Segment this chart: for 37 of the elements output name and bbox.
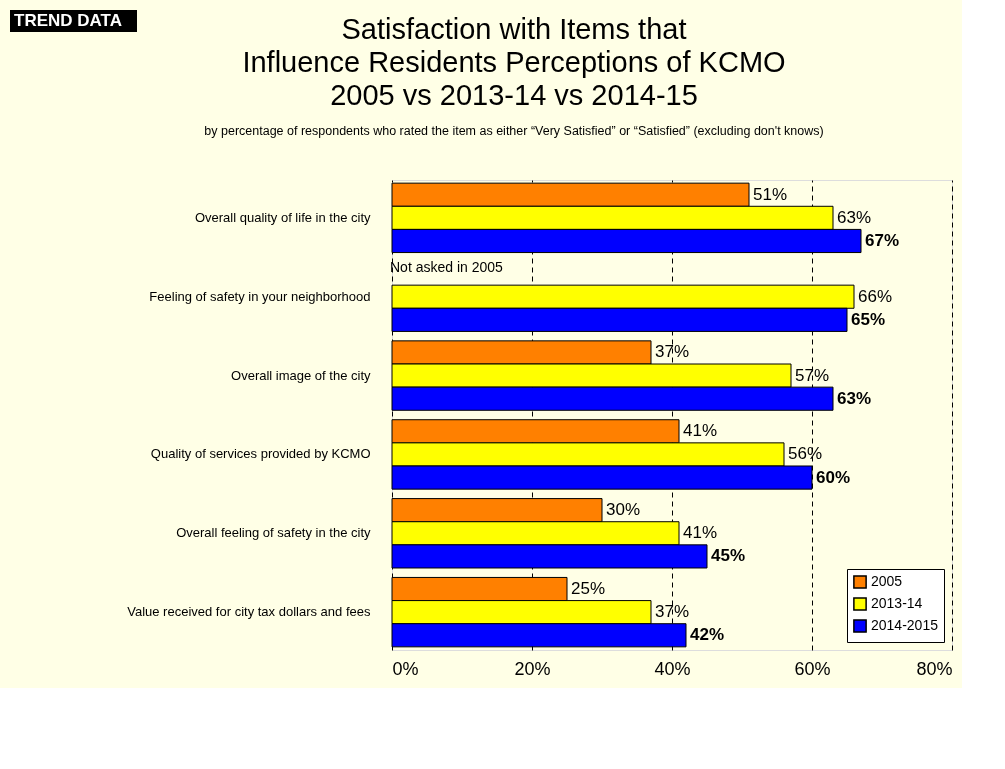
data-label: 37% bbox=[655, 342, 690, 362]
data-label: 63% bbox=[837, 388, 872, 408]
data-label: 57% bbox=[795, 365, 830, 385]
x-tick-label: 40% bbox=[654, 658, 691, 679]
text: Satisfaction with Items that bbox=[341, 13, 687, 45]
legend-label: 2005 bbox=[871, 573, 903, 589]
text: TREND DATA bbox=[14, 11, 122, 30]
data-label: 37% bbox=[655, 602, 690, 622]
x-tick-label: 60% bbox=[794, 658, 831, 679]
y-tick-label: Quality of services provided by KCMO bbox=[150, 446, 371, 462]
legend-label: 2013-14 bbox=[871, 595, 923, 611]
chart-subtitle: by percentage of respondents who rated the item as either “Very Satisfied” or “Satisfied” (excluding don't knows) bbox=[204, 124, 824, 138]
data-label: 30% bbox=[606, 500, 641, 520]
text: 2005 vs 2013-14 vs 2014-15 bbox=[330, 79, 698, 111]
y-tick-label: Overall quality of life in the city bbox=[194, 209, 371, 225]
data-label: 45% bbox=[711, 546, 746, 566]
data-label: 41% bbox=[683, 523, 718, 543]
annotation: Not asked in 2005 bbox=[390, 258, 504, 275]
data-label: 67% bbox=[865, 230, 900, 250]
data-label: 51% bbox=[753, 184, 788, 204]
text: Influence Residents Perceptions of KCMO bbox=[242, 46, 786, 78]
data-label: 66% bbox=[858, 286, 893, 306]
x-tick-label: 0% bbox=[392, 658, 419, 679]
x-tick-label: 20% bbox=[514, 658, 551, 679]
data-label: 42% bbox=[690, 625, 725, 645]
data-label: 65% bbox=[851, 309, 886, 329]
data-label: 41% bbox=[683, 421, 718, 441]
y-tick-label: Value received for city tax dollars and fees bbox=[127, 604, 371, 620]
data-label: 63% bbox=[837, 207, 872, 227]
legend-label: 2014-2015 bbox=[871, 617, 939, 633]
data-label: 60% bbox=[816, 467, 851, 487]
y-tick-label: Overall image of the city bbox=[231, 367, 371, 383]
data-label: 56% bbox=[788, 444, 823, 464]
y-tick-label: Feeling of safety in your neighborhood bbox=[149, 288, 371, 304]
x-tick-label: 80% bbox=[916, 658, 953, 679]
data-label: 25% bbox=[571, 579, 606, 599]
y-tick-label: Overall feeling of safety in the city bbox=[176, 525, 371, 541]
